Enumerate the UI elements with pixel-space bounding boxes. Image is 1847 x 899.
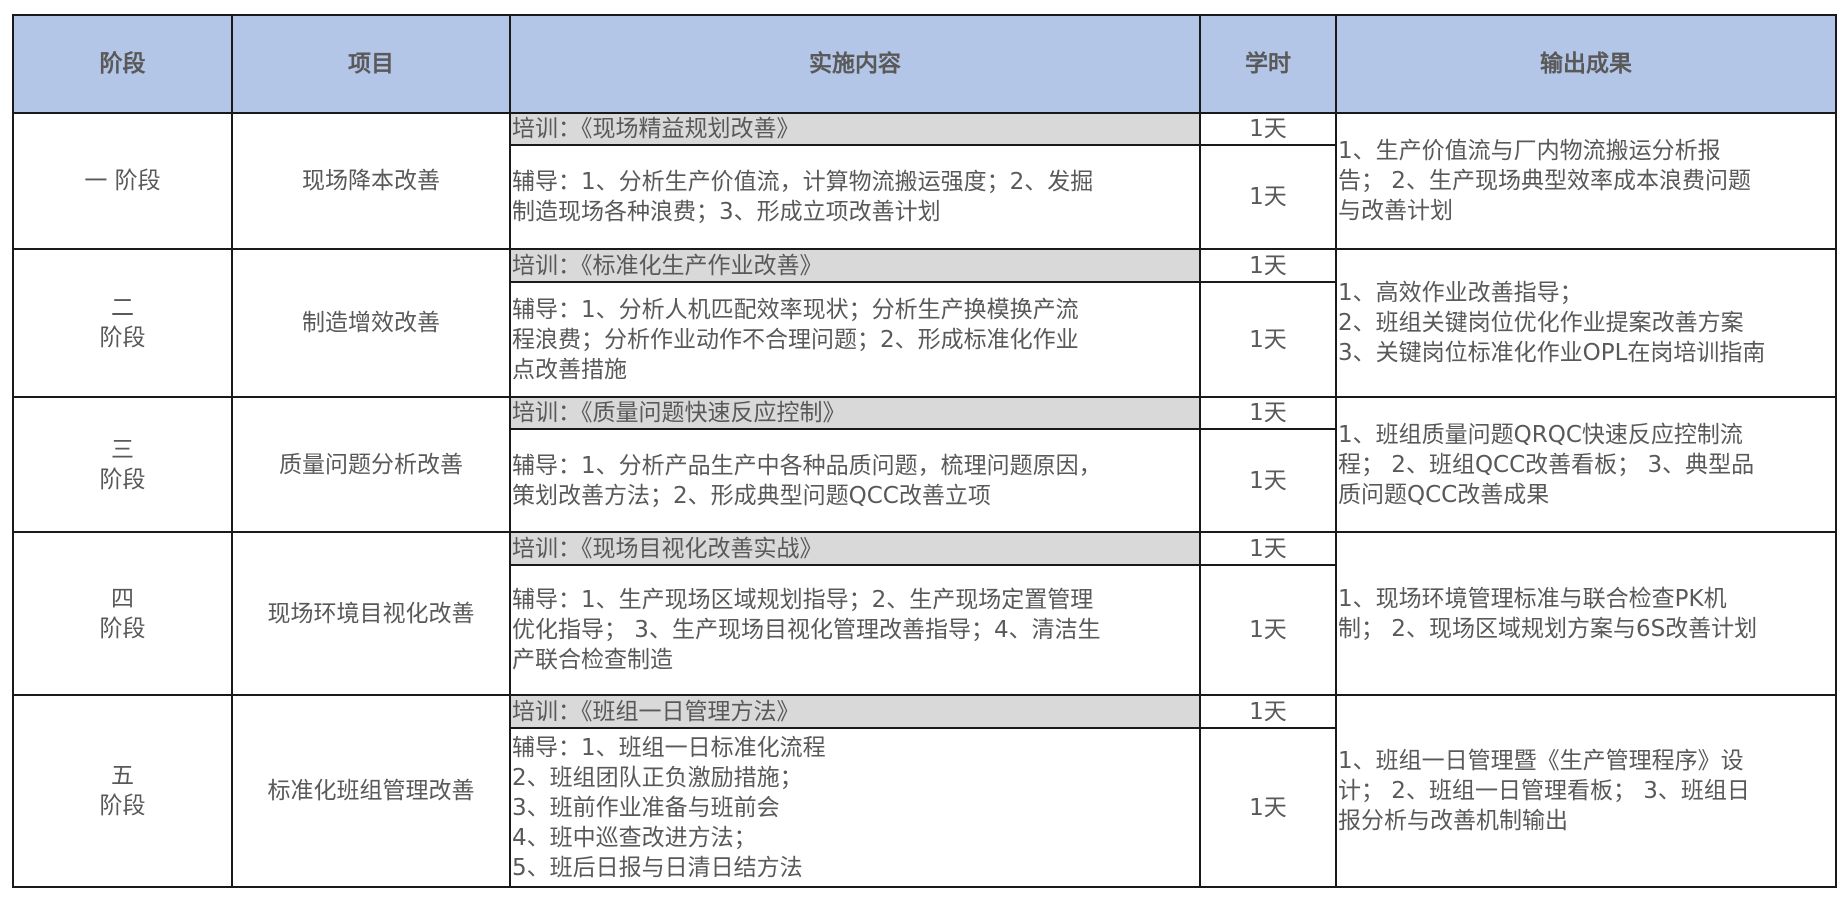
project-cell: 现场环境目视化改善 [231,531,511,696]
coaching-line: 5、班后日报与日清日结方法 [512,854,803,881]
training-cell: 培训：《现场精益规划改善》 [509,112,1201,146]
output-line: 1、现场环境管理标准与联合检查PK机 [1338,585,1727,612]
header-stage: 阶段 [12,14,233,114]
table-subrow: 辅导：1、生产现场区域规划指导；2、生产现场定置管理 优化指导； 3、生产现场目视… [13,564,1836,696]
coaching-line: 4、班中巡查改进方法； [512,824,757,851]
training-cell: 培训：《现场目视化改善实战》 [509,531,1201,566]
coaching-line: 3、班前作业准备与班前会 [512,794,780,821]
output-line: 计； 2、班组一日管理看板； 3、班组日 [1338,778,1750,804]
coaching-cell: 辅导：1、分析产品生产中各种品质问题，梳理问题原因， 策划改善方法；2、形成典型问… [509,428,1201,533]
project-cell: 现场降本改善 [231,112,511,250]
training-hours-cell: 1天 [1199,248,1337,283]
coaching-line: 辅导：1、分析生产价值流，计算物流搬运强度；2、发掘 [512,169,1094,195]
table-row: 一 阶段 现场降本改善 培训：《现场精益规划改善》 1天 1、生产价值流与厂内物… [12,112,1837,250]
stage-cell: 三阶段 [12,396,233,533]
training-hours-cell: 1天 [1199,396,1337,430]
coaching-line: 程浪费；分析作业动作不合理问题；2、形成标准化作业 [512,326,1079,353]
table-row: 三阶段 质量问题分析改善 培训：《质量问题快速反应控制》 1天 1、班组质量问题… [12,396,1837,533]
coaching-line: 辅导：1、分析人机匹配效率现状；分析生产换模换产流 [512,296,1079,323]
coaching-line: 辅导：1、生产现场区域规划指导；2、生产现场定置管理 [512,587,1094,613]
output-line: 1、班组一日管理暨《生产管理程序》设 [1338,748,1744,774]
output-line: 告； 2、生产现场典型效率成本浪费问题 [1338,168,1751,194]
coaching-line: 策划改善方法；2、形成典型问题QCC改善立项 [512,482,991,509]
training-hours-cell: 1天 [1199,531,1337,566]
coaching-hours-cell: 1天 [1199,727,1337,888]
coaching-line: 点改善措施 [512,356,627,383]
output-line: 1、班组质量问题QRQC快速反应控制流 [1338,421,1743,448]
output-cell: 1、现场环境管理标准与联合检查PK机制； 2、现场区域规划方案与6S改善计划 [1335,531,1837,696]
table-subrow: 辅导：1、班组一日标准化流程 2、班组团队正负激励措施； 3、班前作业准备与班前会 4… [13,727,1836,888]
stage-cell: 五阶段 [12,694,233,888]
output-line: 质问题QCC改善成果 [1338,481,1550,508]
table-row: 五阶段 标准化班组管理改善 培训：《班组一日管理方法》 1天 1、班组一日管理暨… [12,694,1837,888]
project-cell: 标准化班组管理改善 [231,694,511,888]
coaching-line: 辅导：1、班组一日标准化流程 [512,734,826,761]
coaching-cell: 辅导：1、分析生产价值流，计算物流搬运强度；2、发掘 制造现场各种浪费；3、形成立… [509,144,1201,250]
project-cell: 制造增效改善 [231,248,511,398]
stage-cell: 二阶段 [12,248,233,398]
stage-line: 二 [111,295,134,321]
table-row: 四阶段 现场环境目视化改善 培训：《现场目视化改善实战》 1天 1、现场环境管理… [12,531,1837,696]
coaching-line: 产联合检查制造 [512,647,673,673]
output-line: 程； 2、班组QCC改善看板； 3、典型品 [1338,451,1755,478]
coaching-hours-cell: 1天 [1199,281,1337,398]
stage-line: 阶段 [99,325,146,351]
coaching-hours-cell: 1天 [1199,564,1337,696]
coaching-hours-cell: 1天 [1199,428,1337,533]
stage-cell: 一 阶段 [12,112,233,250]
stage-line: 阶段 [99,615,146,642]
coaching-cell: 辅导：1、生产现场区域规划指导；2、生产现场定置管理 优化指导； 3、生产现场目视… [509,564,1201,696]
table-subrow: 辅导：1、分析生产价值流，计算物流搬运强度；2、发掘 制造现场各种浪费；3、形成立… [13,144,1836,250]
output-line: 制； 2、现场区域规划方案与6S改善计划 [1338,615,1758,642]
training-cell: 培训：《质量问题快速反应控制》 [509,396,1201,430]
coaching-hours-cell: 1天 [1199,144,1337,250]
stage-line: 五 [111,763,134,789]
stage-line: 四 [111,585,134,612]
coaching-cell: 辅导：1、班组一日标准化流程 2、班组团队正负激励措施； 3、班前作业准备与班前会 4… [509,727,1201,888]
output-cell: 1、高效作业改善指导； 2、班组关键岗位优化作业提案改善方案 3、关键岗位标准化作业… [1335,248,1837,398]
coaching-cell: 辅导：1、分析人机匹配效率现状；分析生产换模换产流 程浪费；分析作业动作不合理问题… [509,281,1201,398]
table-subrow: 辅导：1、分析产品生产中各种品质问题，梳理问题原因， 策划改善方法；2、形成典型问… [13,428,1836,533]
coaching-line: 2、班组团队正负激励措施； [512,764,803,791]
output-cell: 1、班组质量问题QRQC快速反应控制流 程； 2、班组QCC改善看板； 3、典型品… [1335,396,1837,533]
stage-line: 一 阶段 [84,168,161,194]
training-cell: 培训：《标准化生产作业改善》 [509,248,1201,283]
training-plan-table: 阶段 项目 实施内容 学时 输出成果 一 阶段 现场降本改善 培训：《现场精益规… [12,14,1837,888]
stage-cell: 四阶段 [12,531,233,696]
output-line: 3、关键岗位标准化作业OPL在岗培训指南 [1338,340,1766,366]
header-project: 项目 [231,14,511,114]
table-subrow: 辅导：1、分析人机匹配效率现状；分析生产换模换产流 程浪费；分析作业动作不合理问题… [13,281,1836,398]
stage-line: 阶段 [99,466,146,493]
header-content: 实施内容 [509,14,1201,114]
coaching-line: 制造现场各种浪费；3、形成立项改善计划 [512,199,941,225]
project-cell: 质量问题分析改善 [231,396,511,533]
stage-line: 阶段 [99,793,146,819]
output-line: 报分析与改善机制输出 [1338,808,1568,834]
training-hours-cell: 1天 [1199,694,1337,729]
training-hours-cell: 1天 [1199,112,1337,146]
output-cell: 1、生产价值流与厂内物流搬运分析报告； 2、生产现场典型效率成本浪费问题 与改善计… [1335,112,1837,250]
table-row: 二阶段 制造增效改善 培训：《标准化生产作业改善》 1天 1、高效作业改善指导；… [12,248,1837,398]
output-line: 2、班组关键岗位优化作业提案改善方案 [1338,310,1744,336]
output-line: 与改善计划 [1338,198,1453,224]
header-hours: 学时 [1199,14,1337,114]
header-row: 阶段 项目 实施内容 学时 输出成果 [12,14,1837,114]
stage-line: 三 [111,436,134,463]
output-line: 1、高效作业改善指导； [1338,280,1583,306]
coaching-line: 辅导：1、分析产品生产中各种品质问题，梳理问题原因， [512,452,1102,479]
coaching-line: 优化指导； 3、生产现场目视化管理改善指导；4、清洁生 [512,617,1101,643]
training-cell: 培训：《班组一日管理方法》 [509,694,1201,729]
header-output: 输出成果 [1335,14,1837,114]
output-cell: 1、班组一日管理暨《生产管理程序》设 计； 2、班组一日管理看板； 3、班组日 报分… [1335,694,1837,888]
output-line: 1、生产价值流与厂内物流搬运分析报 [1338,138,1721,164]
